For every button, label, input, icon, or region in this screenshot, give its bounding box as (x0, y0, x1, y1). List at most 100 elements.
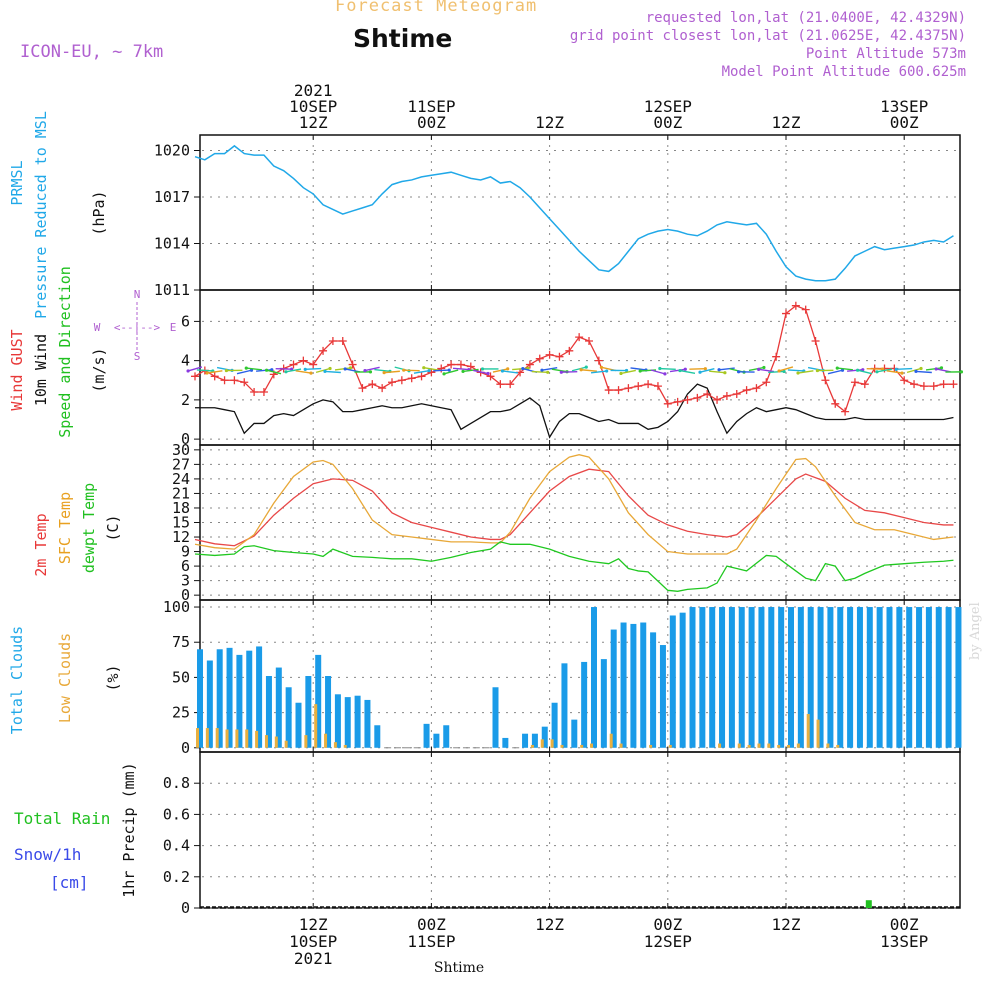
total-cloud-bar (916, 607, 923, 748)
wind-speed-line (195, 383, 954, 439)
wind-gust-marker (929, 382, 938, 391)
wind-arrow-head (284, 370, 288, 374)
wind-gust-marker (663, 399, 672, 408)
pressure-line (194, 144, 954, 282)
total-cloud-bar (551, 702, 558, 748)
wind-gust-marker (338, 337, 347, 346)
low-cloud-bar (747, 744, 751, 748)
wind-arrow-head (717, 368, 721, 372)
top-axis-label: 11SEP (407, 97, 455, 116)
wind-arrow-head (875, 370, 879, 374)
wind-direction-arrow (847, 368, 863, 372)
low-cloud-bar (777, 744, 781, 748)
wind-direction-arrow (896, 367, 913, 371)
wind-arrow-head (638, 369, 642, 373)
wind-arrow-head (777, 369, 781, 373)
temp-dewpt-ylabel: dewpt Temp (80, 483, 98, 573)
y-tick-label: 0.6 (163, 805, 190, 823)
wind-unit: (m/s) (90, 347, 108, 392)
wind-arrow-head (363, 368, 367, 373)
wind-gust-marker (506, 380, 515, 389)
total-cloud-bar (443, 725, 450, 748)
wind-arrow-head (934, 367, 938, 371)
wind-arrow-head (762, 365, 766, 370)
wind-gust-marker (358, 384, 367, 393)
y-tick-label: 25 (172, 704, 190, 722)
wind-direction-arrow (915, 370, 932, 374)
y-tick-label: 1014 (154, 235, 190, 253)
wind-direction-arrow (364, 366, 380, 372)
total-cloud-bar (265, 676, 272, 748)
wind-arrow-head (224, 368, 229, 373)
temp-unit: (C) (104, 514, 122, 541)
wind-arrow-head (447, 368, 451, 372)
wind-direction-arrow (531, 370, 548, 373)
wind-gust-marker (949, 380, 958, 389)
total-cloud-bar (827, 607, 834, 748)
total-cloud-bar (295, 702, 302, 748)
wind-direction-arrow (473, 369, 489, 375)
total-clouds-ylabel: Total Clouds (8, 626, 26, 734)
wind-arrow-head (815, 368, 820, 373)
wind-gust-marker (328, 337, 337, 346)
wind-gust-marker (850, 378, 859, 387)
wind-arrow-head (186, 369, 190, 373)
wind-direction-arrow (837, 367, 853, 371)
total-cloud-bar (876, 607, 883, 748)
temp-line-t2m (194, 468, 954, 547)
total-cloud-bar (561, 663, 568, 748)
low-cloud-bar (767, 743, 771, 748)
total-cloud-bar (896, 607, 903, 748)
bottom-axis-label: 12Z (299, 915, 328, 934)
wind-direction-arrow (236, 369, 252, 375)
total-cloud-bar (837, 607, 844, 748)
wind-gust-marker (535, 354, 544, 363)
pressure-ylabel: PRMSL (8, 160, 26, 205)
low-cloud-bar (619, 743, 623, 748)
wind-gust-marker (594, 356, 603, 365)
total-cloud-bar (669, 615, 676, 748)
wind-gust-marker (555, 352, 564, 361)
bottom-axis-label: 00Z (890, 915, 919, 934)
low-cloud-bar (737, 743, 741, 748)
wind-gust-marker (752, 384, 761, 393)
wind-direction-arrow (413, 369, 430, 374)
total-cloud-bar (709, 607, 716, 748)
total-cloud-bar (216, 649, 223, 748)
low-cloud-bar (718, 743, 722, 748)
total-cloud-bar (689, 607, 696, 748)
wind-gust-marker (811, 337, 820, 346)
wind-gust-marker (191, 372, 199, 381)
low-cloud-bar (225, 729, 229, 748)
low-cloud-bar (324, 733, 328, 748)
low-cloud-bar (284, 740, 288, 748)
bottom-axis-label: 12SEP (644, 932, 692, 951)
total-cloud-bar (728, 607, 735, 748)
low-cloud-bar (314, 704, 318, 748)
total-cloud-bar (522, 733, 529, 748)
wind-arrow-head (506, 367, 510, 371)
wind-arrow-head (205, 371, 209, 375)
y-tick-label: 18 (172, 499, 190, 517)
wind-arrow-head (343, 367, 347, 371)
wind-direction-arrow (452, 367, 469, 371)
compass-east: E (170, 321, 177, 334)
y-tick-label: 50 (172, 668, 190, 686)
top-axis-label: 2021 (294, 81, 333, 100)
wind-gust-ylabel: Wind GUST (8, 329, 26, 410)
compass-west: W (94, 321, 101, 334)
low-cloud-bar (757, 743, 761, 748)
wind-arrow-head (323, 369, 327, 373)
wind-gust-marker (900, 376, 909, 385)
point-altitude: Point Altitude 573m (805, 46, 966, 62)
wind-arrow-head (939, 366, 944, 370)
wind-arrow-head (861, 368, 865, 372)
model-label: ICON-EU, ~ 7km (20, 42, 164, 62)
total-cloud-bar (591, 607, 597, 748)
wind-direction-arrow (709, 370, 725, 374)
wind-direction-arrow (502, 370, 519, 374)
wind-arrow-head (619, 371, 623, 376)
wind-arrow-head (914, 369, 918, 373)
snow-unit-label: [cm] (50, 873, 89, 892)
low-cloud-bar (796, 743, 800, 748)
